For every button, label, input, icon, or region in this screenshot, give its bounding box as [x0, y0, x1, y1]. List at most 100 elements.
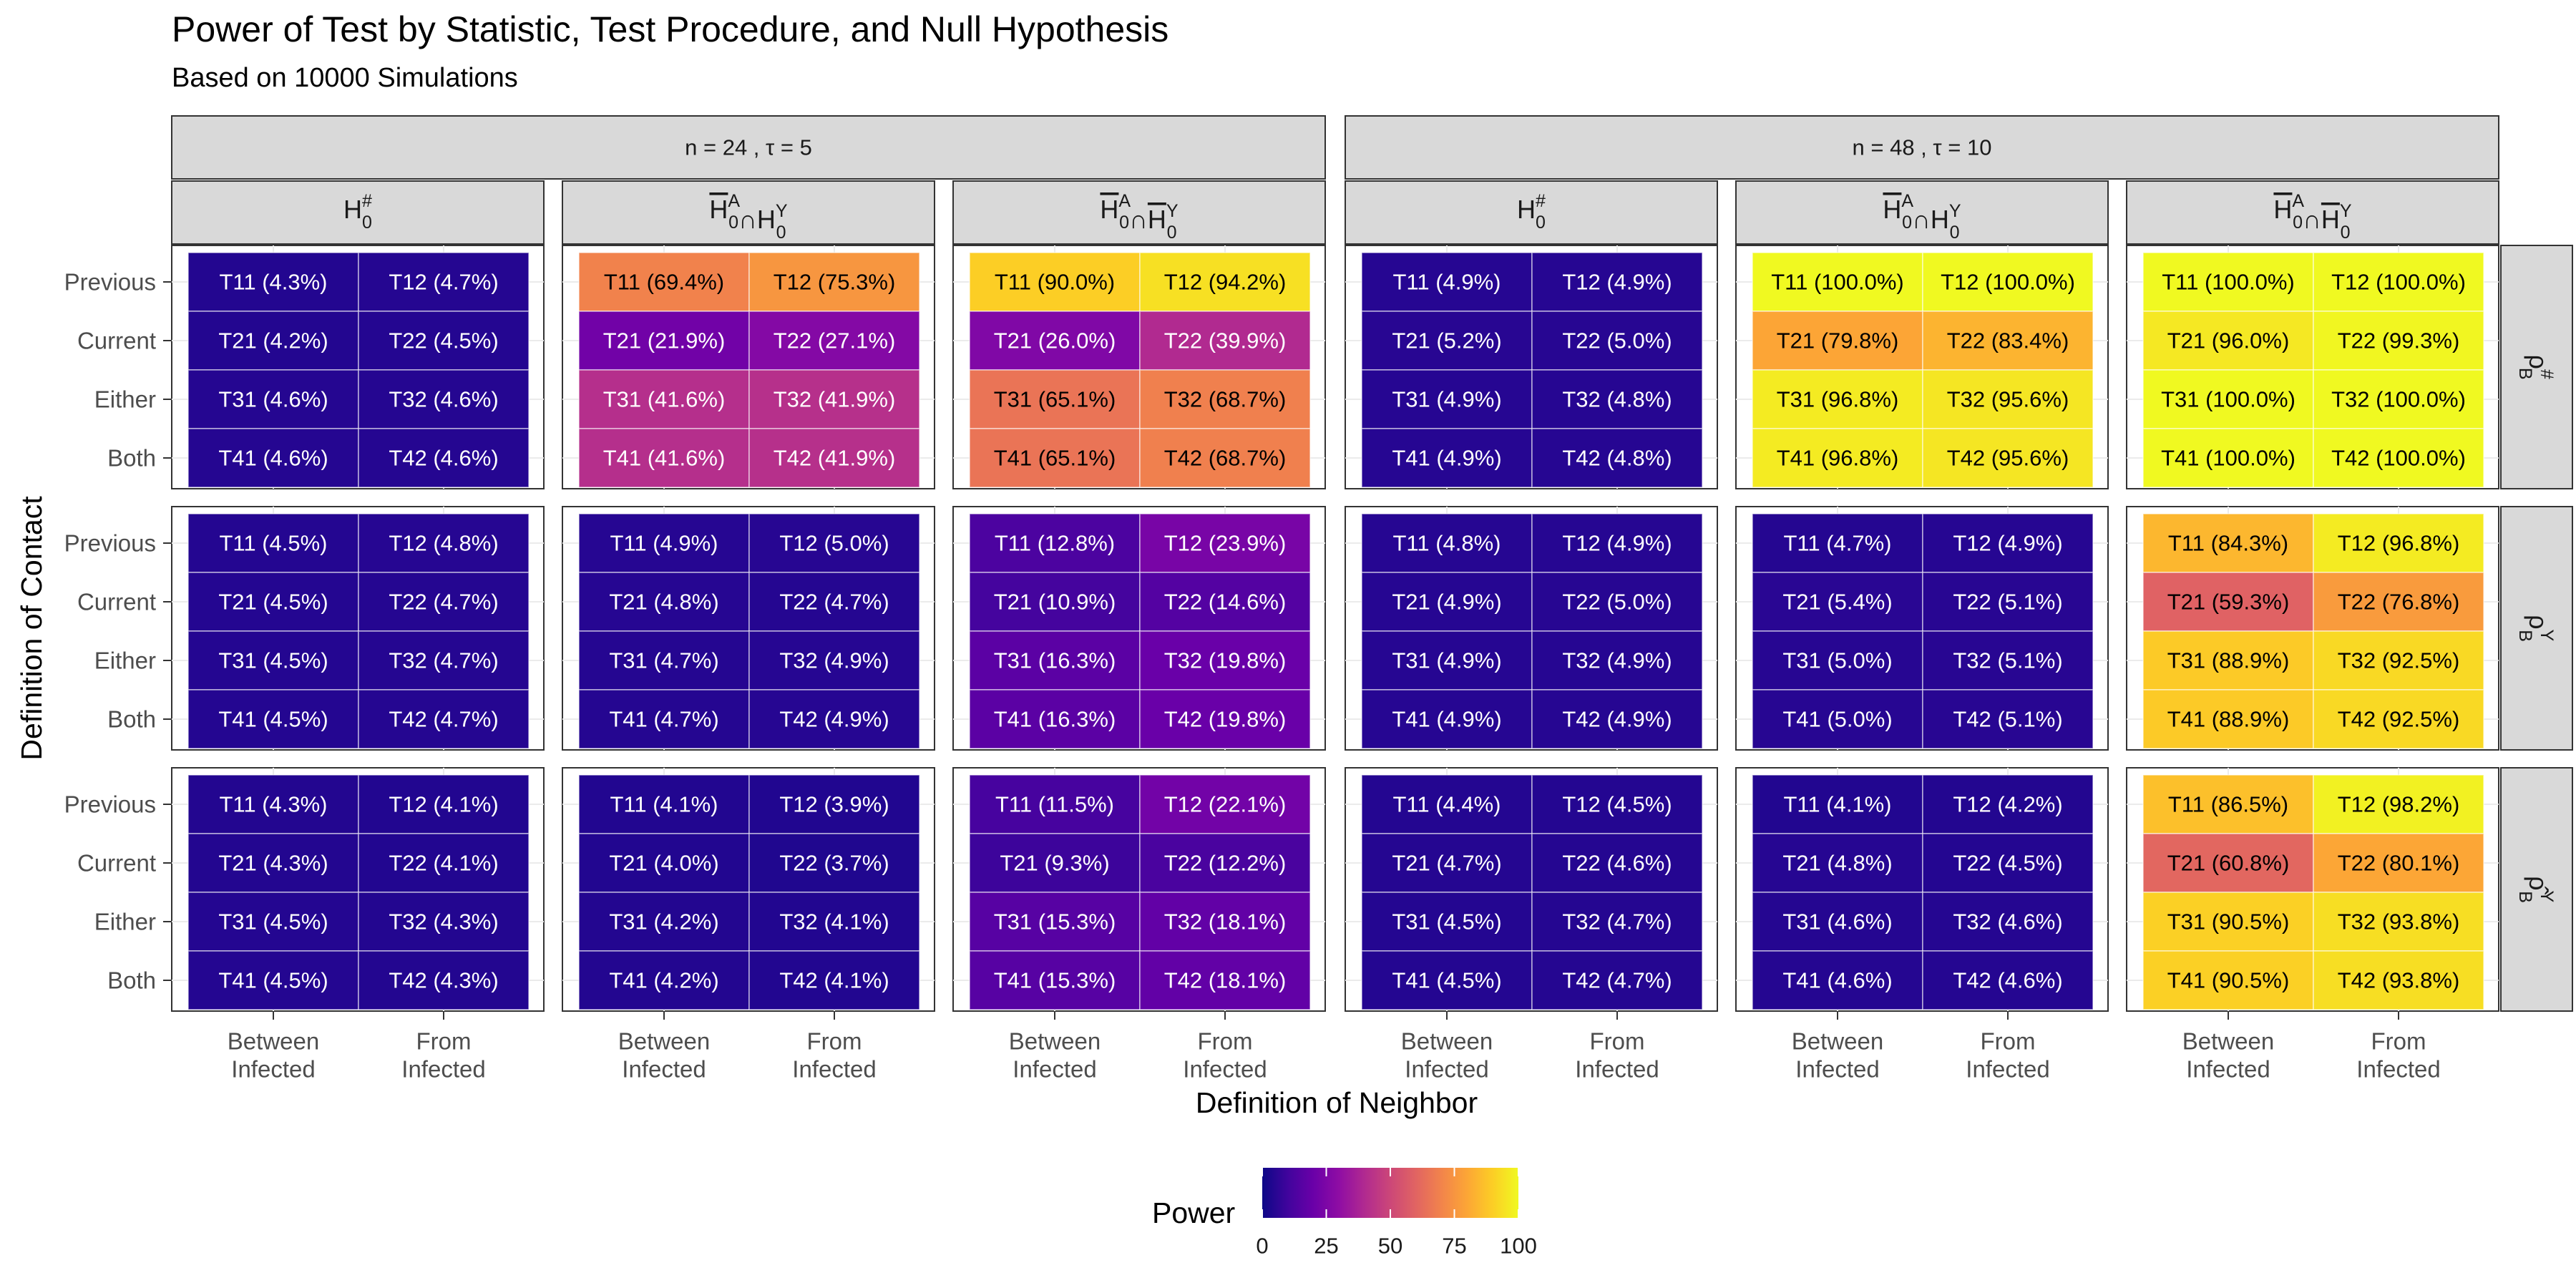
tile-label: T21 (4.9%) [1392, 590, 1501, 615]
heatmap-tile [578, 833, 750, 893]
y-tick-label: Previous [64, 269, 156, 296]
tile-label: T42 (93.8%) [2338, 968, 2460, 993]
facet-strip-label: HA 0∩HY 0 [709, 191, 787, 243]
tile-label: T11 (100.0%) [2162, 270, 2295, 295]
tile-label: T11 (4.3%) [219, 792, 327, 817]
heatmap-tile [358, 892, 530, 952]
tile-label: T22 (4.1%) [389, 851, 498, 876]
tile-label: T11 (4.1%) [1783, 792, 1891, 817]
heatmap-tile [358, 252, 530, 312]
x-tick-label: Between [1401, 1028, 1493, 1055]
heatmap-tile [1752, 572, 1923, 632]
heatmap-tile [748, 428, 920, 488]
tile-label: T31 (4.6%) [218, 387, 328, 412]
heatmap-tile [748, 833, 920, 893]
heatmap-tile [1752, 833, 1923, 893]
tile-label: T41 (96.8%) [1777, 446, 1899, 471]
row-strip [2500, 245, 2573, 489]
heatmap-tile [748, 689, 920, 749]
tile-label: T32 (92.5%) [2338, 648, 2460, 673]
tile-label: T31 (16.3%) [994, 648, 1116, 673]
tile-label: T32 (41.9%) [774, 387, 896, 412]
x-tick-label: From [416, 1028, 472, 1055]
x-tick-label: Infected [792, 1056, 876, 1083]
heatmap-tile [1531, 513, 1703, 573]
heatmap-tile [2313, 774, 2484, 834]
heatmap-tile [1531, 252, 1703, 312]
tile-label: T11 (4.9%) [1392, 270, 1501, 295]
tile-label: T21 (4.7%) [1392, 851, 1501, 876]
legend-tick-label: 75 [1442, 1234, 1466, 1259]
heatmap-tile [2313, 689, 2484, 749]
tile-label: T12 (100.0%) [2331, 270, 2466, 295]
heatmap-tile [1922, 513, 2094, 573]
heatmap-tile [1531, 572, 1703, 632]
x-tick-label: From [1198, 1028, 1253, 1055]
tile-label: T22 (83.4%) [1947, 328, 2069, 353]
tile-label: T42 (4.6%) [1953, 968, 2062, 993]
legend-tick-label: 0 [1256, 1234, 1268, 1259]
tile-label: T12 (75.3%) [774, 270, 896, 295]
heatmap-tile [2313, 892, 2484, 952]
rho-text: ρ#B [2515, 354, 2557, 379]
heatmap-tile [1752, 311, 1923, 371]
legend-tick-label: 100 [1500, 1234, 1537, 1259]
heatmap-tile [358, 689, 530, 749]
tile-label: T42 (4.6%) [389, 446, 498, 471]
rho-text: ρ̂YB [2515, 876, 2557, 903]
tile-label: T21 (96.0%) [2167, 328, 2290, 353]
tile-label: T22 (12.2%) [1164, 851, 1287, 876]
heatmap-tile [578, 428, 750, 488]
tile-label: T31 (4.7%) [609, 648, 718, 673]
legend-tick-label: 50 [1378, 1234, 1402, 1259]
heatmap-tile [2142, 428, 2314, 488]
tile-label: T12 (4.2%) [1953, 792, 2062, 817]
y-tick-label: Current [77, 589, 156, 615]
tile-label: T41 (4.5%) [1392, 968, 1501, 993]
heatmap-tile [2313, 630, 2484, 691]
heatmap-tile [2313, 833, 2484, 893]
rho-text: ρYB [2515, 615, 2557, 642]
heatmap-tile [187, 252, 359, 312]
heatmap-tile [1139, 369, 1311, 429]
tile-label: T21 (4.8%) [609, 590, 718, 615]
heatmap-tile [748, 950, 920, 1010]
heatmap-tile [1752, 892, 1923, 952]
tile-label: T31 (4.5%) [218, 909, 328, 935]
y-tick-label: Current [77, 328, 156, 354]
heatmap-tile [748, 311, 920, 371]
heatmap-tile [1139, 630, 1311, 691]
tile-label: T22 (4.7%) [779, 590, 889, 615]
heatmap-tile [578, 630, 750, 691]
hypothesis-text: HA 0∩HY 0 [709, 191, 787, 243]
tile-label: T21 (5.2%) [1392, 328, 1501, 353]
tile-label: T22 (4.5%) [1953, 851, 2062, 876]
tile-label: T21 (4.0%) [609, 851, 718, 876]
tile-label: T31 (15.3%) [994, 909, 1116, 935]
heatmap-tile [358, 369, 530, 429]
tile-label: T32 (4.1%) [779, 909, 889, 935]
tile-label: T31 (4.9%) [1392, 648, 1501, 673]
tile-label: T41 (16.3%) [994, 707, 1116, 732]
facet-strip-label: H# 0 [343, 191, 372, 233]
tile-label: T32 (4.9%) [1562, 648, 1672, 673]
tile-label: T21 (4.8%) [1782, 851, 1892, 876]
heatmap-tile [358, 513, 530, 573]
heatmap-tile [1922, 369, 2094, 429]
heatmap-tile [2142, 252, 2314, 312]
tile-label: T31 (4.6%) [1782, 909, 1892, 935]
y-tick-label: Either [94, 909, 156, 935]
y-tick-label: Previous [64, 530, 156, 557]
facet-strip-label: HA 0∩HY 0 [2273, 191, 2351, 243]
tile-label: T42 (92.5%) [2338, 707, 2460, 732]
heatmap-tile [2142, 689, 2314, 749]
tile-label: T42 (100.0%) [2331, 446, 2466, 471]
tile-label: T41 (90.5%) [2167, 968, 2290, 993]
tile-label: T42 (4.1%) [779, 968, 889, 993]
x-tick-label: Between [618, 1028, 710, 1055]
x-axis-title: Definition of Neighbor [1196, 1086, 1478, 1119]
x-tick-label: Infected [1183, 1056, 1267, 1083]
tile-label: T21 (9.3%) [1000, 851, 1109, 876]
heatmap-tile [1752, 950, 1923, 1010]
tile-label: T42 (4.3%) [389, 968, 498, 993]
